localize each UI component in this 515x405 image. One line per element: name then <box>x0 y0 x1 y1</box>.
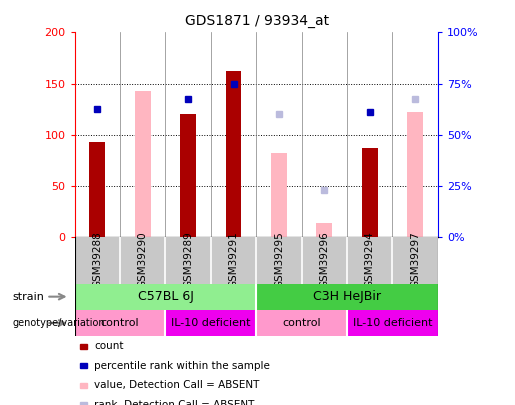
Text: IL-10 deficient: IL-10 deficient <box>353 318 432 328</box>
Bar <box>256 237 302 284</box>
Bar <box>90 142 105 237</box>
Text: GSM39291: GSM39291 <box>229 231 238 288</box>
Text: GSM39297: GSM39297 <box>410 231 420 288</box>
Bar <box>347 237 392 284</box>
Text: GSM39296: GSM39296 <box>319 231 329 288</box>
Text: C3H HeJBir: C3H HeJBir <box>313 290 381 303</box>
Bar <box>256 284 438 310</box>
Bar <box>75 310 165 336</box>
Text: GSM39295: GSM39295 <box>274 231 284 288</box>
Bar <box>271 153 287 237</box>
Text: value, Detection Call = ABSENT: value, Detection Call = ABSENT <box>94 380 260 390</box>
Bar <box>347 310 438 336</box>
Text: genotype/variation: genotype/variation <box>13 318 106 328</box>
Bar <box>302 237 347 284</box>
Bar <box>135 91 151 237</box>
Bar <box>75 237 120 284</box>
Text: control: control <box>282 318 321 328</box>
Text: strain: strain <box>13 292 45 302</box>
Text: count: count <box>94 341 124 351</box>
Text: control: control <box>101 318 140 328</box>
Bar <box>211 237 256 284</box>
Text: GSM39294: GSM39294 <box>365 231 375 288</box>
Text: rank, Detection Call = ABSENT: rank, Detection Call = ABSENT <box>94 400 254 405</box>
Bar <box>226 71 242 237</box>
Bar <box>256 310 347 336</box>
Bar <box>407 112 423 237</box>
Text: GDS1871 / 93934_at: GDS1871 / 93934_at <box>185 14 330 28</box>
Text: C57BL 6J: C57BL 6J <box>138 290 193 303</box>
Bar <box>180 114 196 237</box>
Bar <box>120 237 165 284</box>
Bar <box>362 148 377 237</box>
Bar <box>316 223 332 237</box>
Bar <box>165 310 256 336</box>
Text: GSM39288: GSM39288 <box>92 231 102 288</box>
Text: IL-10 deficient: IL-10 deficient <box>171 318 251 328</box>
Bar <box>165 237 211 284</box>
Bar <box>392 237 438 284</box>
Text: percentile rank within the sample: percentile rank within the sample <box>94 361 270 371</box>
Bar <box>75 284 256 310</box>
Text: GSM39289: GSM39289 <box>183 231 193 288</box>
Text: GSM39290: GSM39290 <box>138 231 148 288</box>
